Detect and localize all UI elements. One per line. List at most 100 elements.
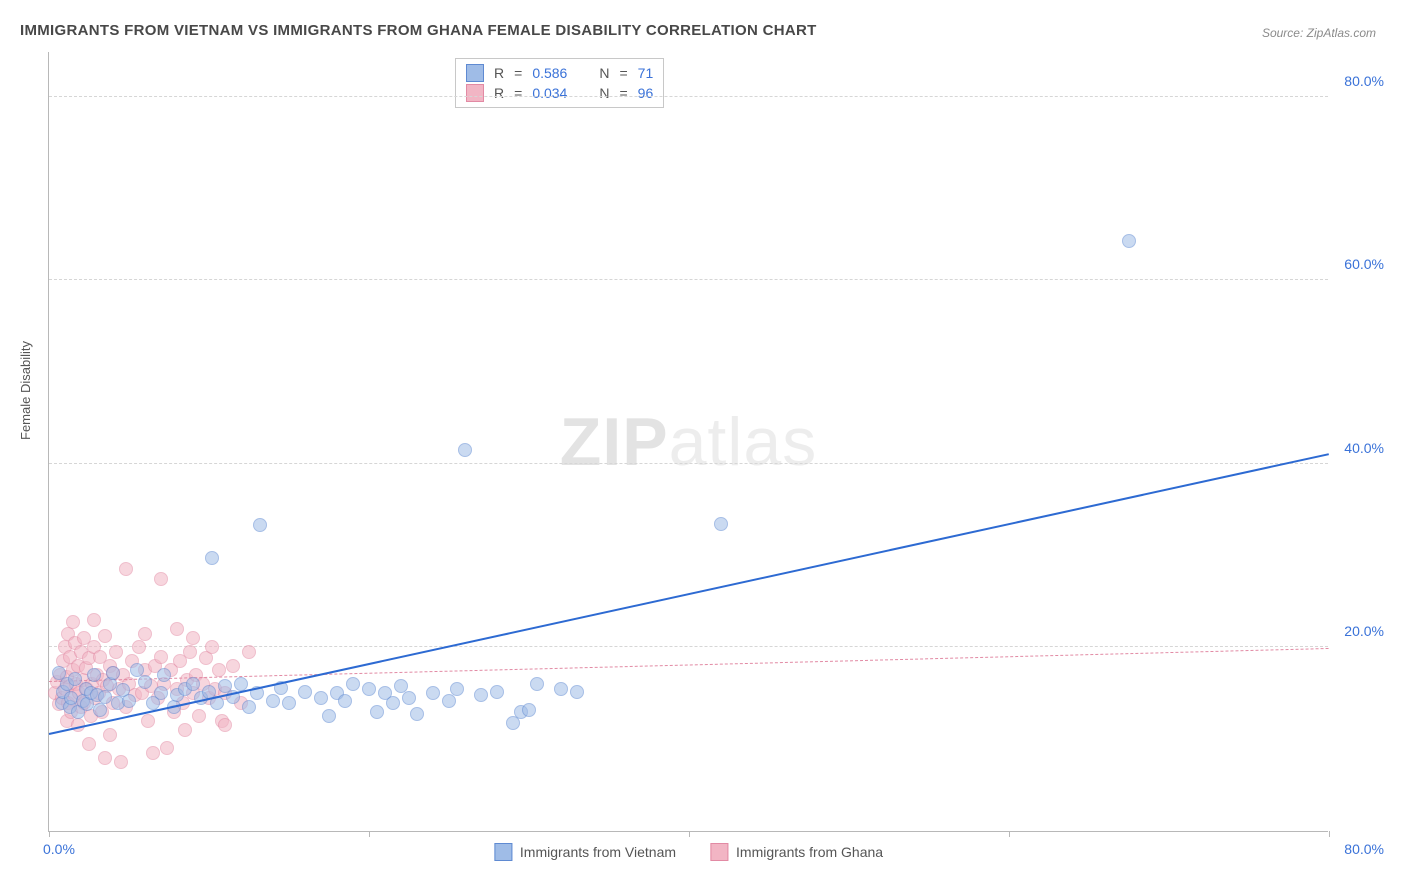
data-point-vietnam [205,551,219,565]
legend-item-vietnam: Immigrants from Vietnam [494,843,676,861]
data-point-ghana [98,751,112,765]
data-point-vietnam [530,677,544,691]
data-point-ghana [242,645,256,659]
legend-label-ghana: Immigrants from Ghana [736,844,883,860]
data-point-ghana [212,663,226,677]
trend-line-vietnam [49,453,1329,735]
r-label2: R [494,85,504,101]
legend-label-vietnam: Immigrants from Vietnam [520,844,676,860]
watermark-zip: ZIP [560,404,669,480]
y-tick-label: 20.0% [1344,623,1384,639]
x-tick [689,831,690,837]
data-point-vietnam [266,694,280,708]
data-point-vietnam [87,668,101,682]
data-point-vietnam [570,685,584,699]
data-point-vietnam [154,686,168,700]
data-point-ghana [98,629,112,643]
gridline-h [49,96,1328,97]
data-point-vietnam [442,694,456,708]
data-point-vietnam [242,700,256,714]
r-value-vietnam: 0.586 [532,65,567,81]
data-point-vietnam [426,686,440,700]
data-point-ghana [114,755,128,769]
data-point-vietnam [298,685,312,699]
data-point-ghana [87,613,101,627]
data-point-vietnam [450,682,464,696]
n-value-vietnam: 71 [638,65,654,81]
source-label: Source: ZipAtlas.com [1262,26,1376,40]
stats-row-ghana: R = 0.034 N = 96 [466,83,653,103]
chart-title: IMMIGRANTS FROM VIETNAM VS IMMIGRANTS FR… [20,22,817,39]
data-point-vietnam [282,696,296,710]
data-point-ghana [132,640,146,654]
data-point-vietnam [474,688,488,702]
x-tick [49,831,50,837]
data-point-ghana [160,741,174,755]
chart-container: IMMIGRANTS FROM VIETNAM VS IMMIGRANTS FR… [0,0,1406,892]
data-point-vietnam [490,685,504,699]
data-point-vietnam [106,666,120,680]
data-point-ghana [141,714,155,728]
swatch-ghana [466,84,484,102]
data-point-ghana [154,572,168,586]
data-point-vietnam [322,709,336,723]
eq-label2: = [619,65,627,81]
eq-label: = [514,65,522,81]
swatch-vietnam [466,64,484,82]
data-point-ghana [205,640,219,654]
data-point-vietnam [410,707,424,721]
data-point-vietnam [1122,234,1136,248]
data-point-ghana [178,723,192,737]
y-tick-label: 60.0% [1344,256,1384,272]
data-point-vietnam [402,691,416,705]
x-tick-label-max: 80.0% [1344,841,1384,857]
legend-swatch-ghana [710,843,728,861]
stats-legend-box: R = 0.586 N = 71 R = 0.034 N = 96 [455,58,664,108]
legend-bottom: Immigrants from Vietnam Immigrants from … [494,843,883,861]
data-point-vietnam [362,682,376,696]
r-value-ghana: 0.034 [532,85,567,101]
data-point-vietnam [522,703,536,717]
data-point-vietnam [138,675,152,689]
data-point-ghana [226,659,240,673]
data-point-ghana [119,562,133,576]
data-point-ghana [170,622,184,636]
legend-swatch-vietnam [494,843,512,861]
data-point-vietnam [554,682,568,696]
data-point-vietnam [386,696,400,710]
data-point-vietnam [157,668,171,682]
gridline-h [49,279,1328,280]
watermark: ZIPatlas [560,403,817,481]
stats-row-vietnam: R = 0.586 N = 71 [466,63,653,83]
data-point-ghana [186,631,200,645]
gridline-h [49,646,1328,647]
gridline-h [49,463,1328,464]
data-point-vietnam [338,694,352,708]
data-point-vietnam [714,517,728,531]
data-point-vietnam [253,518,267,532]
plot-area: ZIPatlas R = 0.586 N = 71 R = 0.034 N = [48,52,1328,832]
data-point-ghana [66,615,80,629]
data-point-ghana [154,650,168,664]
data-point-vietnam [346,677,360,691]
data-point-vietnam [314,691,328,705]
n-label2: N [599,85,609,101]
eq-label3: = [514,85,522,101]
n-label: N [599,65,609,81]
data-point-vietnam [93,703,107,717]
legend-item-ghana: Immigrants from Ghana [710,843,883,861]
x-tick-label-min: 0.0% [43,841,75,857]
data-point-vietnam [122,694,136,708]
data-point-vietnam [186,677,200,691]
eq-label4: = [619,85,627,101]
r-label: R [494,65,504,81]
n-value-ghana: 96 [638,85,654,101]
y-axis-label: Female Disability [18,341,33,440]
data-point-ghana [138,627,152,641]
data-point-ghana [183,645,197,659]
x-tick [369,831,370,837]
data-point-ghana [146,746,160,760]
x-tick [1329,831,1330,837]
data-point-vietnam [370,705,384,719]
data-point-ghana [82,737,96,751]
